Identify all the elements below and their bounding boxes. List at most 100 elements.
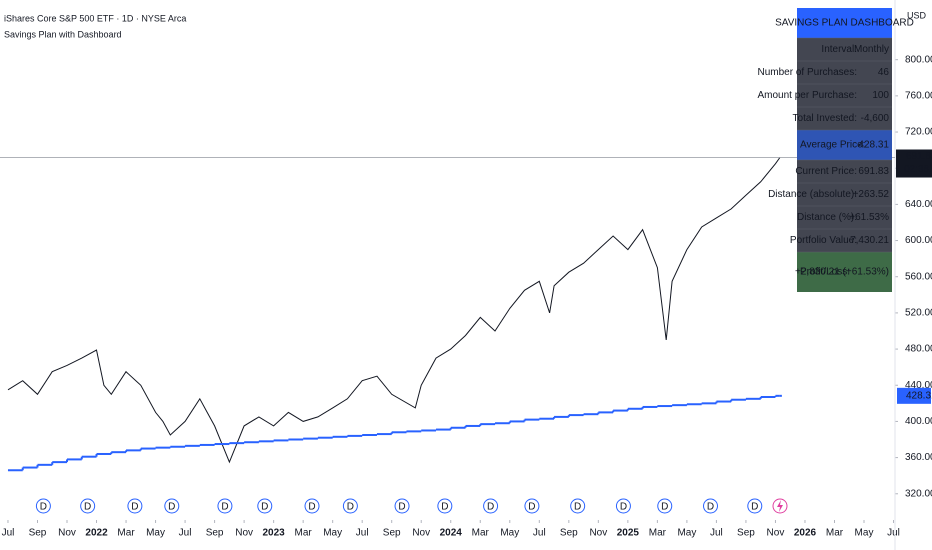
dividend-marker[interactable] <box>703 498 719 514</box>
dividend-marker[interactable] <box>615 498 631 514</box>
dividend-label: D <box>487 502 494 513</box>
y-tick-label: 800.00 <box>905 54 932 65</box>
x-tick-label: Nov <box>412 528 430 539</box>
y-tick-label: 360.00 <box>905 452 932 463</box>
dividend-label: D <box>620 502 627 513</box>
dividend-marker[interactable] <box>342 498 358 514</box>
dividend-label: D <box>398 502 405 513</box>
dashboard-label: Average Price: <box>800 140 865 151</box>
symbol-title: iShares Core S&P 500 ETF · 1D · NYSE Arc… <box>4 13 186 23</box>
dividend-marker[interactable] <box>524 498 540 514</box>
average-price-box <box>897 387 931 404</box>
x-tick-label: May <box>146 528 165 539</box>
x-tick-label: Jul <box>2 528 15 539</box>
dividend-marker[interactable] <box>747 498 763 514</box>
dividend-marker[interactable] <box>217 498 233 514</box>
x-tick-label: Mar <box>472 528 490 539</box>
dividend-label: D <box>661 502 668 513</box>
y-tick-label: 440.00 <box>905 380 932 391</box>
y-tick-label: 600.00 <box>905 235 932 246</box>
dashboard-row-bg <box>797 130 892 160</box>
x-tick-label: Nov <box>767 528 785 539</box>
x-tick-label: Sep <box>29 528 47 539</box>
x-tick-label: 2025 <box>617 528 640 539</box>
dashboard-value: 46 <box>878 67 890 78</box>
dashboard-value: -4,600 <box>861 113 890 124</box>
dashboard-label: Distance (%): <box>797 212 857 223</box>
x-tick-label: Mar <box>295 528 313 539</box>
event-flash[interactable] <box>772 498 788 514</box>
price-line <box>7 157 781 464</box>
dividend-marker[interactable] <box>304 498 320 514</box>
x-tick-label: 2022 <box>85 528 108 539</box>
dividend-label: D <box>168 502 175 513</box>
dividend-label: D <box>441 502 448 513</box>
dividend-label: D <box>707 502 714 513</box>
dashboard-value: 691.83 <box>858 166 889 177</box>
dividend-marker[interactable] <box>35 498 51 514</box>
dashboard-title-bg <box>797 8 892 38</box>
dashboard-label: Profit/Loss: <box>800 267 850 278</box>
x-tick-label: Mar <box>649 528 667 539</box>
dividend-label: D <box>528 502 535 513</box>
y-tick-label: 720.00 <box>905 127 932 138</box>
y-tick-label: 480.00 <box>905 344 932 355</box>
dividend-label: D <box>574 502 581 513</box>
dividend-marker[interactable] <box>483 498 499 514</box>
dashboard-label: Amount per Purchase: <box>758 90 858 101</box>
x-tick-label: Jul <box>887 528 900 539</box>
dividend-label: D <box>84 502 91 513</box>
last-price-label: 691.83 <box>906 151 932 162</box>
x-tick-label: Nov <box>58 528 76 539</box>
x-tick-label: Sep <box>737 528 755 539</box>
dividend-label: D <box>131 502 138 513</box>
y-tick-label: 560.00 <box>905 271 932 282</box>
event-icon <box>777 500 783 512</box>
x-tick-label: Jul <box>356 528 369 539</box>
dashboard-value: +263.52 <box>853 189 890 200</box>
x-tick-label: Mar <box>117 528 135 539</box>
x-tick-label: Sep <box>560 528 578 539</box>
x-tick-label: Jul <box>533 528 546 539</box>
dividend-marker[interactable] <box>394 498 410 514</box>
dividend-label: D <box>347 502 354 513</box>
x-tick-label: May <box>323 528 342 539</box>
y-tick-label: 760.00 <box>905 91 932 102</box>
x-tick-label: 2023 <box>263 528 286 539</box>
dividend-marker[interactable] <box>657 498 673 514</box>
y-tick-label: 320.00 <box>905 488 932 499</box>
y-tick-label: 400.00 <box>905 416 932 427</box>
dividend-marker[interactable] <box>80 498 96 514</box>
dividend-marker[interactable] <box>570 498 586 514</box>
dashboard-label: Portfolio Value: <box>790 235 857 246</box>
currency: USD <box>907 10 927 20</box>
dashboard-value: 100 <box>872 90 889 101</box>
x-tick-label: Mar <box>826 528 844 539</box>
x-tick-label: Sep <box>383 528 401 539</box>
dashboard-value: +2,830.21 (+61.53%) <box>795 267 889 278</box>
dividend-marker[interactable] <box>127 498 143 514</box>
x-tick-label: May <box>855 528 874 539</box>
x-tick-label: Sep <box>206 528 224 539</box>
countdown-label: 02:38:22 <box>904 164 932 175</box>
dividend-marker[interactable] <box>164 498 180 514</box>
dividend-label: D <box>221 502 228 513</box>
indicator-title: Savings Plan with Dashboard <box>4 29 122 39</box>
dividend-marker[interactable] <box>257 498 273 514</box>
x-tick-label: Jul <box>179 528 192 539</box>
average-price-label: 428.31 <box>906 390 932 401</box>
x-tick-label: 2026 <box>794 528 817 539</box>
dividend-label: D <box>308 502 315 513</box>
dashboard-value: +61.53% <box>849 212 889 223</box>
dividend-label: D <box>40 502 47 513</box>
dashboard-row-bg <box>797 252 892 292</box>
dividend-marker[interactable] <box>437 498 453 514</box>
x-tick-label: Nov <box>235 528 253 539</box>
dividend-label: D <box>751 502 758 513</box>
last-price-box <box>896 149 932 178</box>
dashboard-value: 428.31 <box>858 140 889 151</box>
y-tick-label: 520.00 <box>905 308 932 319</box>
dashboard-title: SAVINGS PLAN DASHBOARD <box>775 18 914 29</box>
